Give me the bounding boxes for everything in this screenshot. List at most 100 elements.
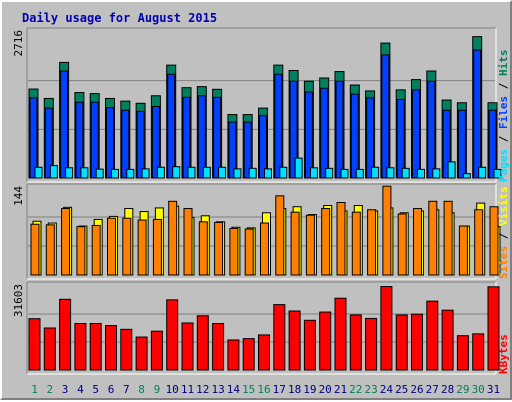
bar-pages-day-9 bbox=[156, 166, 165, 179]
bar-kbytes-day-30 bbox=[472, 333, 485, 371]
bar-kbytes-day-10 bbox=[166, 299, 179, 371]
bar-pages-day-8 bbox=[141, 168, 150, 179]
day-label-20: 20 bbox=[319, 383, 332, 396]
bar-pages-day-2 bbox=[49, 165, 58, 179]
bar-pages-day-16 bbox=[264, 168, 272, 179]
day-label-13: 13 bbox=[211, 383, 224, 396]
bar-kbytes-day-17 bbox=[273, 304, 286, 371]
bar-files-day-12 bbox=[197, 95, 206, 179]
legend-entry-hits: Hits bbox=[497, 50, 510, 77]
bar-pages-day-13 bbox=[218, 166, 227, 179]
bar-kbytes-day-12 bbox=[196, 315, 209, 371]
day-label-22: 22 bbox=[349, 383, 362, 396]
bar-sites-day-15 bbox=[244, 228, 254, 276]
bar-sites-day-12 bbox=[198, 221, 208, 276]
bar-sites-day-30 bbox=[474, 209, 484, 276]
bar-files-day-21 bbox=[335, 80, 344, 179]
bar-files-day-8 bbox=[136, 110, 145, 179]
bar-sites-day-2 bbox=[45, 224, 55, 276]
bar-kbytes-day-24 bbox=[380, 286, 393, 371]
bar-pages-day-14 bbox=[233, 168, 242, 179]
bar-files-day-6 bbox=[106, 107, 114, 179]
legend-separator: / bbox=[497, 76, 510, 96]
day-label-23: 23 bbox=[364, 383, 377, 396]
bar-sites-day-8 bbox=[137, 219, 147, 276]
bar-files-day-31 bbox=[488, 109, 497, 179]
bar-kbytes-day-19 bbox=[303, 319, 316, 371]
bar-sites-day-27 bbox=[428, 200, 438, 276]
bar-files-day-23 bbox=[366, 97, 375, 179]
bar-sites-day-5 bbox=[91, 224, 101, 276]
legend-entry-sites: Sites bbox=[497, 246, 510, 279]
legend-separator: / bbox=[497, 226, 510, 246]
bar-files-day-24 bbox=[381, 54, 390, 179]
bar-kbytes-day-3 bbox=[59, 298, 72, 371]
bar-files-day-19 bbox=[304, 91, 313, 179]
day-label-18: 18 bbox=[288, 383, 301, 396]
bar-sites-day-19 bbox=[305, 214, 315, 276]
bar-files-day-18 bbox=[289, 80, 298, 179]
day-label-30: 30 bbox=[472, 383, 485, 396]
bar-sites-day-6 bbox=[107, 217, 116, 276]
bar-sites-day-4 bbox=[76, 226, 86, 276]
panel-kbytes: 31603 KBytes bbox=[12, 281, 510, 375]
day-label-26: 26 bbox=[410, 383, 423, 396]
bar-sites-day-25 bbox=[397, 213, 407, 276]
day-label-17: 17 bbox=[273, 383, 286, 396]
bar-kbytes-day-16 bbox=[258, 334, 270, 371]
bar-files-day-10 bbox=[167, 73, 176, 179]
bar-pages-day-4 bbox=[80, 167, 89, 179]
bar-pages-day-25 bbox=[401, 167, 410, 179]
bar-kbytes-day-7 bbox=[120, 328, 133, 371]
legend: Pages / Files / Hits bbox=[497, 50, 510, 183]
bar-sites-day-26 bbox=[413, 208, 422, 276]
day-label-12: 12 bbox=[196, 383, 209, 396]
bar-kbytes-day-5 bbox=[89, 322, 102, 371]
day-label-29: 29 bbox=[456, 383, 469, 396]
bar-pages-day-11 bbox=[187, 166, 196, 179]
bar-files-day-17 bbox=[274, 73, 283, 179]
day-label-7: 7 bbox=[123, 383, 130, 396]
bar-sites-day-21 bbox=[336, 202, 346, 276]
bar-files-day-27 bbox=[427, 80, 436, 179]
day-label-5: 5 bbox=[92, 383, 99, 396]
legend-entry-files: Files bbox=[497, 96, 510, 129]
bar-files-day-2 bbox=[44, 107, 53, 179]
bar-kbytes-day-23 bbox=[365, 317, 378, 371]
day-label-2: 2 bbox=[46, 383, 53, 396]
bar-files-day-20 bbox=[320, 87, 329, 179]
day-label-6: 6 bbox=[108, 383, 115, 396]
legend-separator: / bbox=[497, 129, 510, 149]
bar-kbytes-day-15 bbox=[242, 338, 255, 371]
bar-files-day-22 bbox=[350, 93, 359, 179]
bar-kbytes-day-20 bbox=[319, 311, 332, 371]
scale-label: 144 bbox=[12, 186, 25, 206]
bar-sites-day-3 bbox=[61, 208, 71, 276]
bar-pages-day-23 bbox=[371, 166, 380, 179]
bar-pages-day-31 bbox=[493, 168, 502, 179]
bar-files-day-1 bbox=[29, 97, 38, 179]
day-label-21: 21 bbox=[334, 383, 347, 396]
day-label-27: 27 bbox=[426, 383, 439, 396]
bar-files-day-26 bbox=[412, 89, 420, 179]
bar-sites-day-22 bbox=[351, 211, 361, 276]
bar-sites-day-11 bbox=[183, 208, 193, 276]
bar-kbytes-day-1 bbox=[28, 318, 41, 371]
bar-kbytes-day-21 bbox=[334, 297, 347, 371]
bar-sites-day-14 bbox=[229, 227, 239, 276]
day-axis: 1 2 3 4 5 6 7 8 9 10 11 12 13 14 15 16 17 18 19 20 21 22 23 24 2… bbox=[31, 383, 500, 396]
bar-kbytes-day-4 bbox=[74, 322, 87, 371]
bar-kbytes-day-9 bbox=[150, 330, 163, 371]
bar-pages-day-7 bbox=[126, 168, 135, 179]
bar-files-day-28 bbox=[442, 109, 451, 179]
bar-kbytes-day-18 bbox=[288, 310, 301, 371]
legend-entry-kbytes: KBytes bbox=[497, 334, 510, 374]
bar-pages-day-19 bbox=[309, 167, 318, 179]
bar-kbytes-day-31 bbox=[487, 286, 500, 371]
day-label-15: 15 bbox=[242, 383, 255, 396]
legend-entry-visits: Visits bbox=[497, 186, 510, 226]
bar-files-day-3 bbox=[60, 70, 69, 179]
day-label-1: 1 bbox=[31, 383, 38, 396]
